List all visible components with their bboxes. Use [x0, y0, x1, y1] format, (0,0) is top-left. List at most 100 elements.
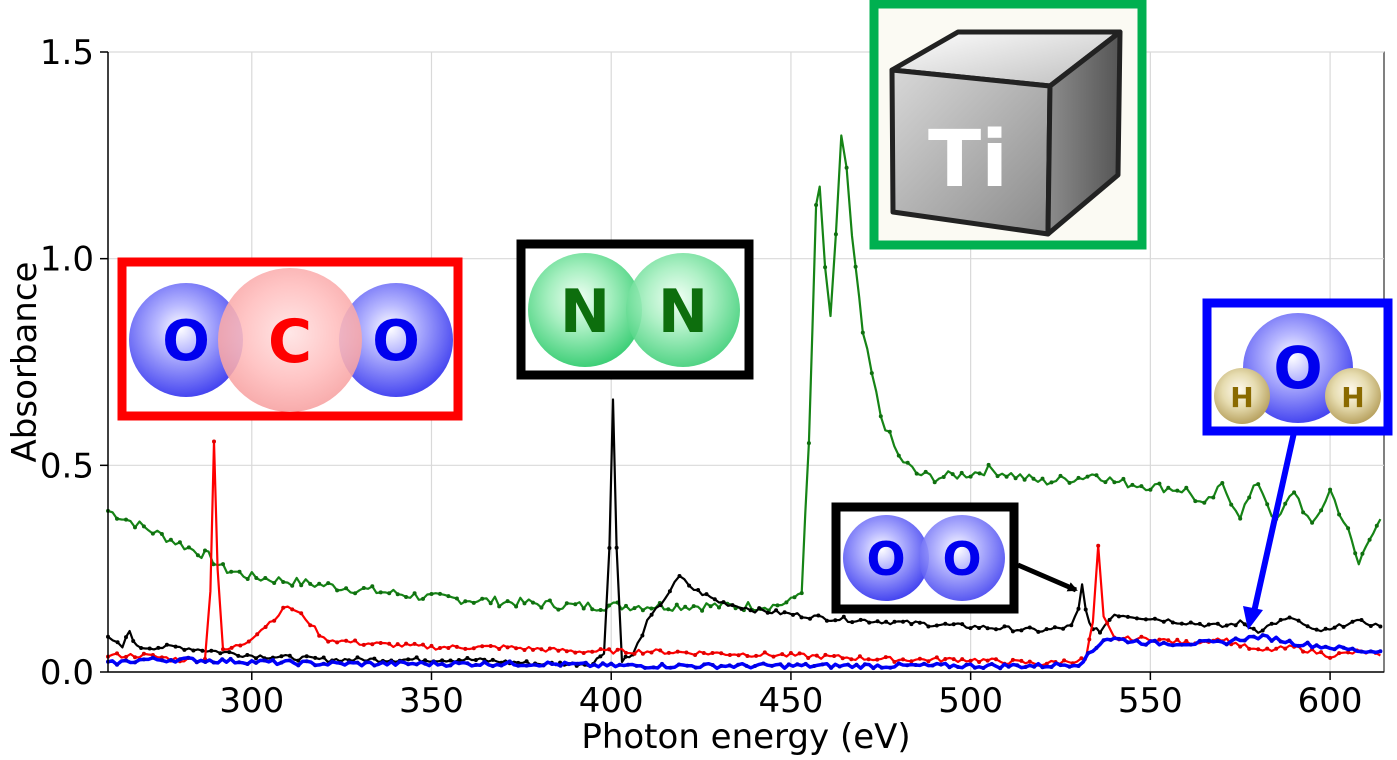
series-point-co2 — [1166, 638, 1171, 643]
series-point-ti — [1157, 481, 1162, 486]
series-point-n2 — [1098, 630, 1102, 635]
series-point-ti — [1367, 537, 1372, 542]
series-point-ti — [1175, 488, 1180, 493]
series-point-h2o — [702, 662, 707, 667]
series-point-co2 — [985, 658, 990, 663]
series-point-ti — [1058, 473, 1063, 478]
series-point-ti — [683, 604, 688, 609]
series-point-n2 — [799, 615, 804, 620]
series-point-ti — [887, 429, 892, 434]
series-point-ti — [505, 599, 510, 604]
x-tick-label: 600 — [1298, 681, 1363, 721]
series-point-h2o — [583, 660, 588, 665]
series-point-co2 — [649, 650, 654, 655]
series-point-co2 — [221, 647, 225, 652]
series-point-ti — [1040, 476, 1045, 481]
series-point-h2o — [380, 660, 385, 665]
series-point-ti — [1202, 500, 1207, 505]
series-point-co2 — [317, 633, 322, 638]
series-point-ti — [1265, 502, 1270, 507]
series-point-h2o — [744, 663, 749, 668]
series-point-co2 — [840, 656, 845, 661]
series-point-co2 — [909, 659, 914, 664]
series-point-ti — [272, 581, 277, 585]
series-point-n2 — [712, 597, 717, 602]
series-point-ti — [1112, 480, 1117, 485]
series-point-ti — [1256, 482, 1261, 487]
series-point-n2 — [1027, 625, 1032, 630]
series-point-co2 — [412, 641, 417, 646]
series-point-co2 — [124, 654, 128, 659]
series-point-h2o — [541, 663, 546, 668]
series-point-co2 — [299, 611, 304, 616]
series-point-h2o — [592, 662, 597, 667]
series-point-ti — [1301, 510, 1306, 515]
series-point-n2 — [1002, 624, 1007, 629]
series-point-ti — [446, 594, 451, 599]
series-point-n2 — [457, 658, 461, 662]
series-point-n2 — [994, 627, 998, 632]
series-point-ti — [1094, 473, 1099, 478]
series-point-ti — [590, 607, 595, 612]
series-point-h2o — [1032, 664, 1037, 669]
series-point-n2 — [867, 620, 872, 625]
series-point-ti — [896, 453, 901, 458]
series-point-co2 — [1019, 658, 1024, 663]
series-point-co2 — [754, 653, 759, 658]
series-point-n2 — [926, 624, 931, 629]
series-point-co2 — [866, 657, 871, 662]
series-point-n2 — [473, 658, 478, 662]
series-co2 — [106, 439, 1381, 667]
series-point-ti — [950, 472, 955, 477]
h2o-atom-h-left: H — [1230, 381, 1253, 414]
series-point-ti — [488, 601, 493, 606]
series-point-ti — [159, 532, 164, 536]
y-axis-title: Absorbance — [5, 262, 45, 463]
series-point-h2o — [363, 660, 368, 665]
series-point-ti — [1076, 475, 1081, 480]
series-point-co2 — [832, 654, 837, 658]
series-point-n2 — [667, 589, 672, 594]
series-point-h2o — [133, 660, 137, 665]
series-point-co2 — [968, 658, 973, 663]
series-point-ti — [195, 553, 200, 558]
series-point-n2 — [147, 646, 152, 651]
series-point-n2 — [833, 618, 838, 623]
series-point-h2o — [905, 663, 910, 668]
series-point-co2 — [960, 657, 965, 662]
series-point-h2o — [1108, 637, 1113, 642]
series-point-co2 — [666, 650, 671, 655]
series-point-h2o — [1116, 636, 1121, 641]
y-tick-label: 0.0 — [40, 653, 94, 693]
series-point-h2o — [643, 665, 647, 670]
series-point-co2 — [788, 651, 793, 655]
series-point-h2o — [803, 661, 808, 666]
series-point-h2o — [1287, 638, 1292, 643]
series-point-h2o — [1125, 640, 1130, 645]
series-point-ti — [792, 595, 797, 600]
series-point-ti — [700, 608, 705, 613]
series-point-n2 — [977, 626, 982, 630]
series-point-co2 — [1274, 646, 1279, 651]
series-point-co2 — [1027, 659, 1032, 664]
series-point-co2 — [238, 643, 243, 648]
series-point-ti — [463, 599, 468, 604]
series-point-h2o — [854, 662, 859, 667]
series-point-co2 — [1184, 639, 1189, 643]
series-point-co2 — [1283, 646, 1288, 651]
series-point-n2 — [640, 633, 645, 638]
series-point-co2 — [736, 653, 741, 658]
series-point-n2 — [1378, 624, 1383, 629]
series-point-n2 — [173, 644, 178, 649]
series-point-n2 — [943, 621, 948, 626]
series-point-h2o — [930, 663, 935, 668]
series-point-n2 — [1296, 618, 1301, 623]
series-point-ti — [941, 475, 946, 479]
series-point-h2o — [150, 655, 155, 660]
series-point-co2 — [1079, 656, 1084, 661]
series-point-h2o — [499, 663, 504, 668]
series-point-ti — [1103, 480, 1108, 485]
series-point-h2o — [1049, 665, 1054, 669]
series-point-h2o — [761, 661, 766, 666]
series-point-h2o — [727, 663, 732, 668]
